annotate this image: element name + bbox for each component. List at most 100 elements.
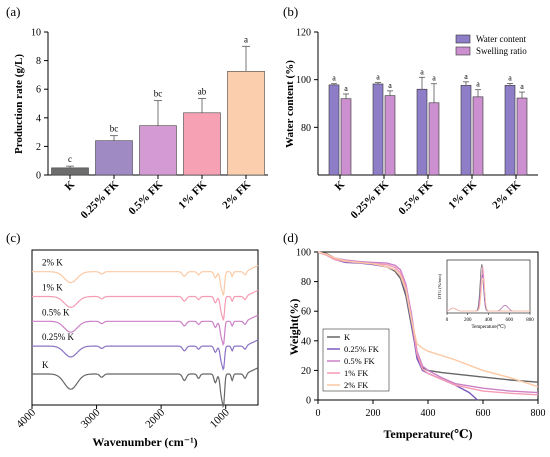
significance-label: bc [110,124,119,134]
inset-x-tick-label: 400 [485,318,493,323]
y-tick-label: 60 [301,307,311,318]
panel-c-x-axis-label: Wavenumber (cm⁻¹) [92,435,197,449]
panel-d-x-axis-label: Temperature(℃) [383,427,472,441]
y-tick-label: 120 [296,28,311,39]
bar [516,97,528,176]
plot-frame [31,249,259,406]
bar [139,125,177,176]
tga-line [317,251,539,388]
bar [183,112,221,176]
x-tick-label: 400 [421,408,436,419]
y-tick-label: 0 [36,171,41,182]
significance-label: a [376,73,380,82]
significance-label: a [332,74,336,83]
inset-x-tick-label: 0 [446,318,449,323]
legend-label: Swelling ratio [476,46,527,56]
y-tick-label: 10 [31,28,41,39]
bar [460,85,472,176]
panel-label-c: (c) [6,230,20,245]
x-tick-label: 0.5% FK [396,178,435,217]
series-label: 2% K [42,258,63,268]
x-tick-label: 0.5% FK [126,178,165,217]
legend-swatch [455,34,471,44]
significance-label: a [344,84,348,93]
panel-label-b: (b) [283,4,298,19]
x-tick-label: 1% FK [446,178,479,211]
inset-x-tick-label: 600 [506,318,514,323]
x-tick-label: 800 [531,408,546,419]
significance-label: a [388,81,392,90]
tga-line [317,251,539,394]
spectrum-line [32,367,259,409]
bar [384,95,396,176]
series-label: 0.5% K [42,307,70,317]
significance-label: c [68,154,72,164]
significance-label: a [476,80,480,89]
bar [328,84,340,176]
series-label: 1% K [42,283,63,293]
significance-label: ab [198,86,207,96]
panel-d-y-axis-label: Weight(%) [287,299,301,356]
bar [428,102,440,176]
x-tick-label: 2000 [143,406,167,430]
panel-label-d: (d) [283,230,298,245]
y-tick-label: 20 [301,366,311,377]
y-tick-label: 2 [36,142,41,153]
y-tick-label: 40 [301,336,311,347]
significance-label: a [464,72,468,81]
y-tick-label: 100 [296,248,311,259]
x-tick-label: K [333,178,348,193]
x-tick-label: K [63,178,78,193]
series-label: 0.25% K [42,332,74,342]
x-tick-label: 200 [366,408,381,419]
panel-a-y-axis-label: Production rate (g/L) [13,54,25,154]
x-tick-label: 4000 [14,406,38,430]
y-tick-label: 8 [36,56,41,67]
significance-label: a [420,67,424,76]
x-tick-label: 600 [476,408,491,419]
inset-y-axis-label: DTG (%/min) [437,273,442,299]
panel-a: 0 2 4 6 8 10 c Kbc 0.25% FK bc 0.5% FK ab 1% FK a 2% F… [31,28,268,221]
bar [372,83,384,176]
panel-b-y-axis-label: Water content (%) [284,60,296,148]
panel-c: 4000 3000 2000 1000 2% K 1% K 0.5% K 0.25% K K [14,249,259,431]
legend-label: 1% FK [344,368,369,378]
panel-label-a: (a) [6,4,20,19]
y-tick-label: 4 [36,113,41,124]
legend-label: 2% FK [344,380,369,390]
x-tick-label: 0 [316,408,321,419]
x-tick-label: 0.25% FK [348,178,391,221]
significance-label: a [508,73,512,82]
significance-label: a [244,34,248,44]
inset-dtg-line [446,277,530,312]
spectrum-line [32,289,259,322]
significance-label: bc [154,89,163,99]
x-tick-label: 1000 [208,406,232,430]
series-label: K [42,360,49,370]
significance-label: a [520,82,524,91]
y-tick-label: 100 [296,75,311,86]
x-tick-label: 0.25% FK [78,178,121,221]
panel-d: 0 200 400 600 800 0 20 40 60 80 100 K 0.25% FK 0.5% F… [296,248,546,420]
bar [416,88,428,176]
significance-label: a [432,74,436,83]
x-tick-label: 2% FK [490,178,523,211]
bar [472,96,484,176]
spectrum-line [32,314,259,347]
x-tick-label: 2% FK [220,178,253,211]
inset-frame [446,259,531,314]
y-tick-label: 0 [306,396,311,407]
bar [504,85,516,176]
legend-swatch [455,46,471,56]
bar [227,71,265,176]
legend-label: 0.25% FK [344,344,380,354]
legend-label: Water content [476,34,527,44]
legend-box [322,328,390,392]
legend-label: 0.5% FK [344,356,376,366]
x-tick-label: 3000 [79,406,103,430]
spectrum-line [32,339,259,371]
y-tick-label: 80 [301,277,311,288]
y-tick-label: 6 [36,85,41,96]
